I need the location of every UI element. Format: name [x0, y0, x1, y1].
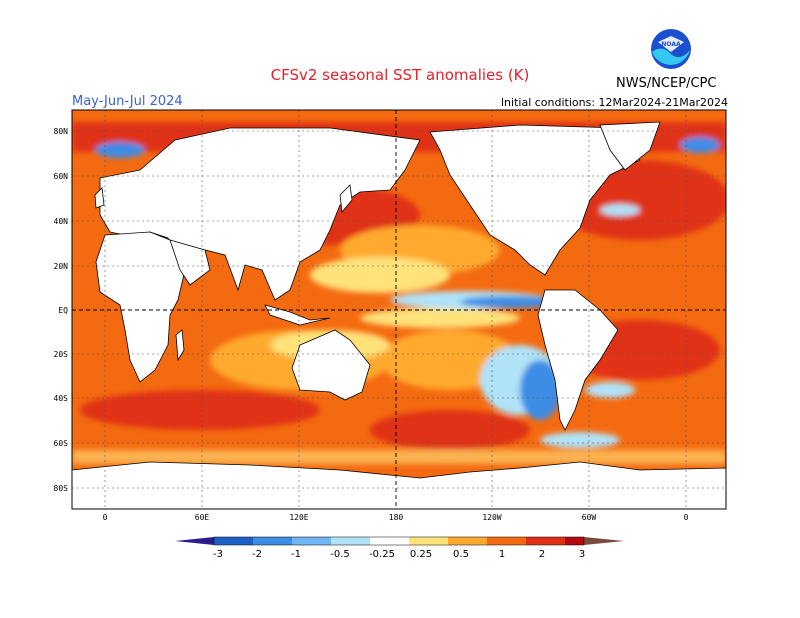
lat-label: 40S: [54, 394, 69, 403]
lon-label: 120W: [482, 513, 501, 522]
lat-label: 40N: [54, 217, 69, 226]
graticule: [72, 110, 726, 509]
colorbar-label: -2: [252, 549, 262, 560]
lat-label: EQ: [58, 306, 68, 315]
colorbar-segment: [253, 537, 292, 545]
colorbar-label: 0.5: [453, 549, 469, 560]
colorbar-label: 2: [539, 549, 545, 560]
lon-label: 180: [389, 513, 404, 522]
colorbar-label: 1: [499, 549, 505, 560]
colorbar-segment: [565, 537, 584, 545]
lat-label: 20N: [54, 262, 69, 271]
colorbar-labels: -3 -2 -1 -0.5 -0.25 0.25 0.5 1 2 3: [213, 549, 585, 560]
lon-label: 120E: [289, 513, 308, 522]
colorbar-segment: [214, 537, 253, 545]
colorbar-label: -0.5: [330, 549, 350, 560]
lat-label: 80N: [54, 127, 69, 136]
colorbar-label: -0.25: [369, 549, 395, 560]
lat-label: 60S: [54, 439, 69, 448]
lon-label: 60W: [582, 513, 597, 522]
colorbar-segment: [448, 537, 487, 545]
colorbar: [175, 536, 624, 546]
colorbar-segment: [526, 537, 565, 545]
lat-labels: 80N 60N 40N 20N EQ 20S 40S 60S 80S: [54, 127, 69, 493]
noaa-logo-text: NOAA: [661, 41, 681, 48]
noaa-logo-icon: NOAA: [651, 29, 691, 69]
colorbar-label: 3: [579, 549, 585, 560]
lat-label: 60N: [54, 172, 69, 181]
equator-dateline: [72, 110, 726, 509]
land-masses: [72, 121, 726, 509]
lon-label: 0: [684, 513, 689, 522]
lat-label: 20S: [54, 350, 69, 359]
lon-labels: 0 60E 120E 180 120W 60W 0: [103, 513, 689, 522]
colorbar-segment: [292, 537, 331, 545]
colorbar-segment: [487, 537, 526, 545]
lat-label: 80S: [54, 484, 69, 493]
colorbar-segment: [331, 537, 370, 545]
initial-conditions: Initial conditions: 12Mar2024-21Mar2024: [500, 96, 728, 109]
lon-label: 0: [103, 513, 108, 522]
map-title: CFSv2 seasonal SST anomalies (K): [270, 66, 530, 84]
colorbar-low-arrow: [175, 537, 214, 545]
colorbar-segment: [370, 537, 409, 545]
agency-label: NWS/NCEP/CPC: [616, 76, 717, 91]
colorbar-label: -1: [291, 549, 301, 560]
colorbar-high-arrow: [584, 537, 624, 545]
colorbar-segment: [409, 537, 448, 545]
lon-label: 60E: [195, 513, 210, 522]
ocean-anomaly-field: [72, 110, 726, 509]
colorbar-label: 0.25: [410, 549, 432, 560]
forecast-period: May-Jun-Jul 2024: [72, 94, 183, 109]
map-frame: [71, 109, 727, 510]
colorbar-label: -3: [213, 549, 223, 560]
